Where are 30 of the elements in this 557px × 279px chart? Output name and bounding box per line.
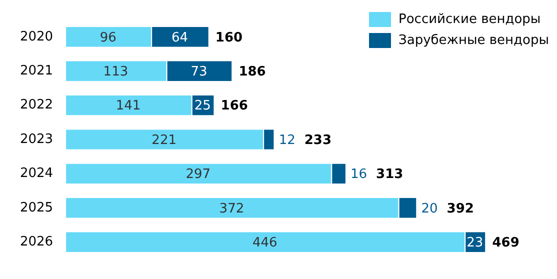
total-label: 160 [215,30,243,46]
total-label: 186 [238,64,266,80]
data-label: 64 [171,30,188,46]
legend-label: Зарубежные вендоры [398,33,549,48]
total-label: 469 [492,235,520,250]
y-tick-label: 2026 [20,234,54,250]
y-tick-label: 2023 [20,132,54,147]
total-label: 166 [220,98,248,114]
y-tick-label: 2020 [20,29,54,44]
total-label: 233 [304,132,332,148]
y-tick-label: 2022 [20,98,54,113]
legend-label: Российские вендоры [398,12,541,27]
data-label: 297 [186,167,211,182]
data-label: 113 [103,64,128,80]
data-label: 221 [152,132,176,148]
y-tick-label: 2021 [20,63,54,78]
data-label: 372 [219,201,244,216]
data-label: 25 [194,98,211,114]
data-label: 12 [278,132,296,148]
total-label: 313 [376,167,404,182]
total-label: 392 [446,201,474,216]
data-label: 20 [421,201,438,216]
data-label: 96 [100,30,116,46]
y-tick-label: 2025 [20,200,54,216]
data-label: 446 [252,235,278,250]
data-label: 73 [190,64,208,80]
y-tick-label: 2024 [20,166,54,182]
data-label: 23 [466,235,484,250]
data-label: 141 [116,98,141,114]
data-label: 16 [350,167,368,182]
